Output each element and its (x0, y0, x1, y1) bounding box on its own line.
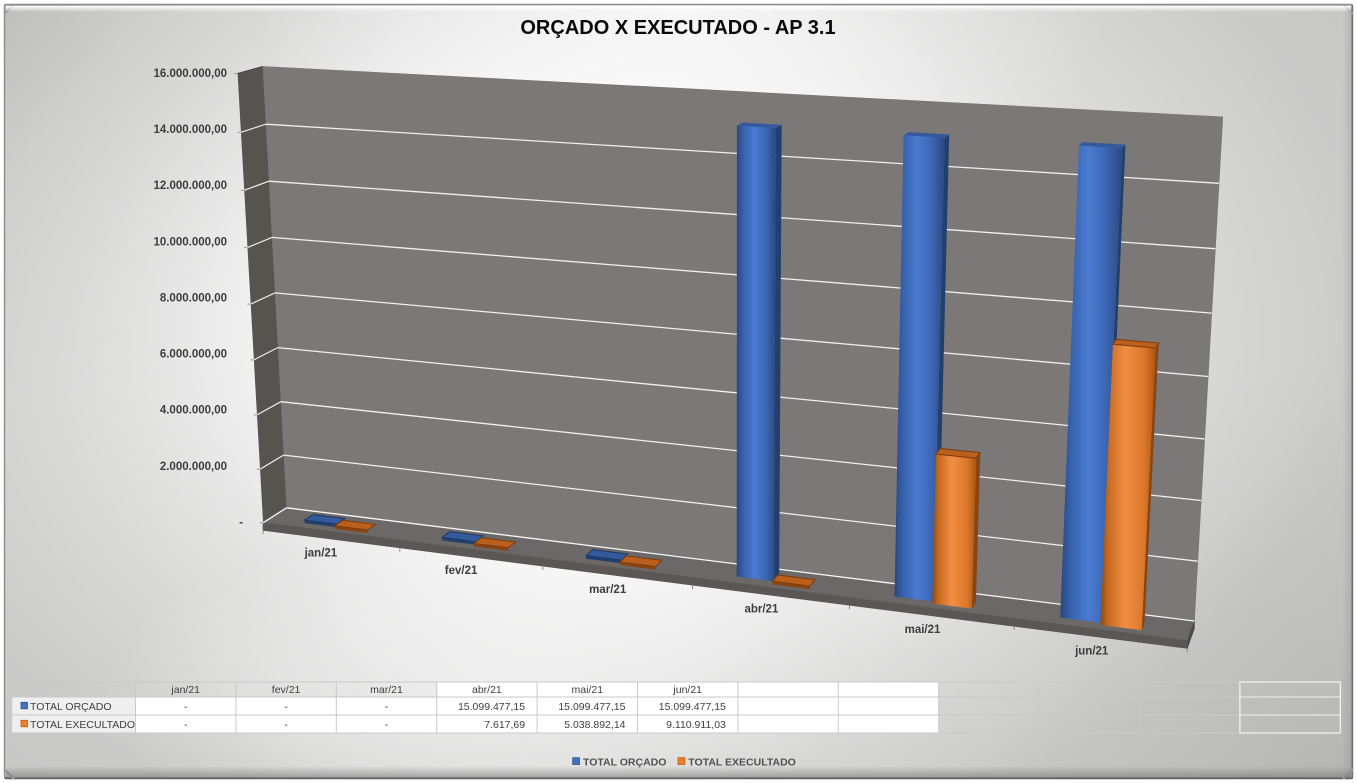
svg-text:12.000.000,00: 12.000.000,00 (153, 180, 227, 192)
svg-text:14.000.000,00: 14.000.000,00 (153, 124, 227, 136)
svg-text:-: - (239, 517, 243, 529)
svg-text:TOTAL ORÇADO: TOTAL ORÇADO (583, 756, 666, 768)
svg-text:jan/21: jan/21 (304, 547, 338, 559)
svg-text:-: - (284, 701, 288, 713)
svg-text:fev/21: fev/21 (272, 684, 301, 696)
svg-text:mai/21: mai/21 (905, 624, 941, 636)
svg-text:10.000.000,00: 10.000.000,00 (153, 236, 227, 248)
svg-text:15.099.477,15: 15.099.477,15 (458, 701, 525, 713)
svg-text:TOTAL EXECULTADO: TOTAL EXECULTADO (688, 756, 796, 768)
svg-text:ORÇADO X EXECUTADO - AP 3.1: ORÇADO X EXECUTADO - AP 3.1 (520, 17, 835, 39)
svg-text:-: - (385, 719, 389, 731)
svg-text:-: - (385, 701, 389, 713)
svg-text:abr/21: abr/21 (472, 684, 502, 696)
svg-text:8.000.000,00: 8.000.000,00 (160, 292, 227, 304)
svg-text:-: - (184, 719, 188, 731)
svg-text:7.617,69: 7.617,69 (484, 719, 525, 731)
svg-text:5.038.892,14: 5.038.892,14 (564, 719, 625, 731)
svg-text:-: - (184, 701, 188, 713)
svg-text:9.110.911,03: 9.110.911,03 (666, 719, 726, 731)
svg-text:jan/21: jan/21 (170, 684, 200, 696)
svg-text:abr/21: abr/21 (744, 604, 778, 616)
svg-text:TOTAL ORÇADO: TOTAL ORÇADO (30, 701, 111, 713)
svg-text:fev/21: fev/21 (445, 565, 478, 577)
svg-text:4.000.000,00: 4.000.000,00 (160, 405, 227, 417)
svg-text:6.000.000,00: 6.000.000,00 (160, 349, 227, 361)
svg-text:15.099.477,15: 15.099.477,15 (558, 701, 625, 713)
svg-text:TOTAL EXECULTADO: TOTAL EXECULTADO (30, 719, 135, 731)
svg-text:16.000.000,00: 16.000.000,00 (153, 68, 227, 80)
svg-text:jun/21: jun/21 (672, 684, 702, 696)
svg-text:2.000.000,00: 2.000.000,00 (160, 461, 227, 473)
svg-text:mar/21: mar/21 (589, 584, 627, 596)
svg-text:mai/21: mai/21 (572, 684, 604, 696)
svg-text:jun/21: jun/21 (1074, 646, 1109, 658)
svg-text:mar/21: mar/21 (370, 684, 403, 696)
svg-text:-: - (284, 719, 288, 731)
svg-text:15.099.477,15: 15.099.477,15 (659, 701, 726, 713)
